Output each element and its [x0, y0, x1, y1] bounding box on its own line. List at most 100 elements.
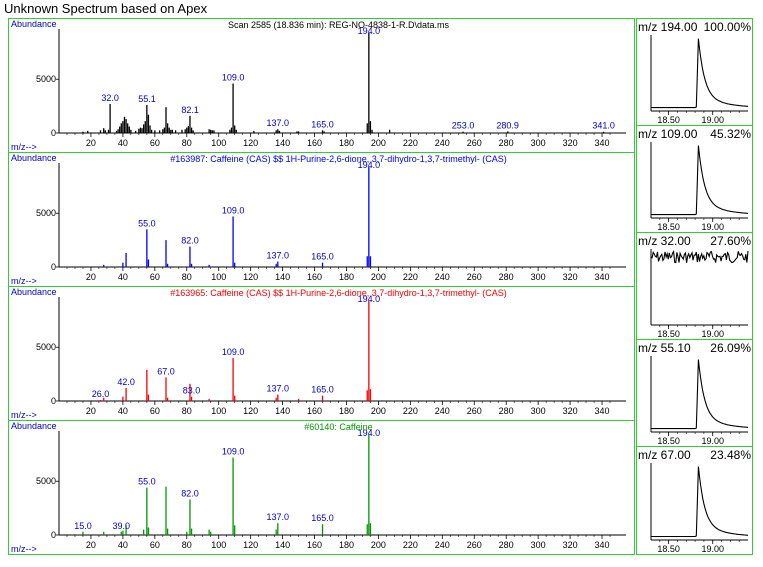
library-hit-3-chart: Abundance m/z--> #60140: Caffeine 20 40 60 80 1… — [11, 421, 626, 554]
x-tick-label: 260 — [467, 138, 482, 148]
peak-label: 165.0 — [311, 119, 334, 129]
x-tick-label: 140 — [275, 138, 290, 148]
ion-chromatogram-109-panel: m/z 109.00 45.32% 18.50 19.00 — [636, 125, 753, 233]
x-tick-label: 180 — [339, 406, 354, 416]
x-tick-label: 100 — [211, 138, 226, 148]
peak-label: 26.0 — [92, 389, 110, 399]
peak-label: 165.0 — [311, 252, 334, 262]
x-tick-label: 300 — [531, 272, 546, 282]
x-tick-label: 140 — [275, 406, 290, 416]
chromatogram-ion-label: m/z 109.00 — [638, 127, 698, 141]
ion-chromatogram-55-chart: m/z 55.10 26.09% 18.50 19.00 — [638, 341, 751, 446]
peak-label: 109.0 — [222, 205, 245, 215]
peak-label: 83.0 — [183, 386, 201, 396]
x-tick-label: 20 — [86, 272, 96, 282]
chromatogram-trace — [651, 466, 749, 538]
x-tick-label: 200 — [371, 406, 386, 416]
x-tick-label: 120 — [243, 138, 258, 148]
x-tick-label: 280 — [499, 406, 514, 416]
spectrum-title: #163965: Caffeine (CAS) $$ 1H-Purine-2,6… — [170, 288, 507, 298]
chromatogram-percent: 23.48% — [710, 448, 751, 462]
y-tick-label: 5000 — [36, 208, 56, 218]
page-title: Unknown Spectrum based on Apex — [4, 1, 208, 16]
x-tick-label: 280 — [499, 138, 514, 148]
ion-chromatogram-109-chart: m/z 109.00 45.32% 18.50 19.00 — [638, 127, 751, 232]
x-tick-label: 160 — [307, 406, 322, 416]
x-tick-label: 180 — [339, 540, 354, 550]
chromatogram-trace — [650, 250, 749, 264]
peak-label: 15.0 — [74, 521, 92, 531]
ion-chromatogram-67-chart: m/z 67.00 23.48% 18.50 19.00 — [638, 448, 751, 554]
y-axis-label: Abundance — [11, 153, 57, 163]
peak-label: 165.0 — [311, 385, 334, 395]
x-tick-label: 340 — [595, 540, 610, 550]
spectrum-title: Scan 2585 (18.836 min): REG-NO-4838-1-R.… — [228, 20, 450, 30]
x-tick-label: 220 — [403, 272, 418, 282]
y-tick-label: 0 — [51, 128, 56, 138]
y-tick-label: 0 — [51, 396, 56, 406]
x-tick-label: 320 — [563, 406, 578, 416]
y-axis-label: Abundance — [11, 287, 57, 297]
ion-chromatogram-32-panel: m/z 32.00 27.60% 18.50 19.00 — [636, 232, 753, 340]
library-hit-1-chart: Abundance m/z--> #163987: Caffeine (CAS) $… — [11, 153, 626, 286]
x-tick-label: 140 — [275, 272, 290, 282]
ion-chromatogram-67-panel: m/z 67.00 23.48% 18.50 19.00 — [636, 446, 753, 555]
x-tick-label: 100 — [211, 540, 226, 550]
chromatogram-tick-label: 18.50 — [657, 544, 680, 554]
chromatogram-tick-label: 19.00 — [701, 544, 724, 554]
chromatogram-percent: 45.32% — [710, 127, 751, 141]
y-tick-label: 0 — [51, 262, 56, 272]
x-tick-label: 320 — [563, 138, 578, 148]
x-tick-label: 20 — [86, 540, 96, 550]
x-tick-label: 120 — [243, 406, 258, 416]
y-tick-label: 5000 — [36, 74, 56, 84]
ion-chromatogram-32-chart: m/z 32.00 27.60% 18.50 19.00 — [638, 234, 751, 339]
x-tick-label: 180 — [339, 138, 354, 148]
peak-label: 109.0 — [222, 447, 245, 457]
peak-label: 55.0 — [138, 218, 156, 228]
x-tick-label: 80 — [182, 540, 192, 550]
x-tick-label: 240 — [435, 406, 450, 416]
peak-label: 194.0 — [358, 428, 381, 438]
peak-label: 194.0 — [358, 160, 381, 170]
x-axis-label: m/z--> — [11, 276, 37, 286]
y-tick-label: 5000 — [36, 342, 56, 352]
chromatogram-tick-label: 18.50 — [657, 436, 680, 446]
x-tick-label: 200 — [371, 138, 386, 148]
x-tick-label: 60 — [150, 540, 160, 550]
peak-label: 67.0 — [157, 366, 175, 376]
x-tick-label: 260 — [467, 272, 482, 282]
x-tick-label: 280 — [499, 272, 514, 282]
library-hit-2-panel: Abundance m/z--> #163965: Caffeine (CAS) $… — [8, 286, 635, 421]
x-axis-label: m/z--> — [11, 544, 37, 554]
x-tick-label: 220 — [403, 138, 418, 148]
chromatogram-trace — [651, 38, 748, 109]
peak-label: 137.0 — [267, 512, 290, 522]
chromatogram-ion-label: m/z 67.00 — [638, 448, 691, 462]
x-axis-label: m/z--> — [11, 142, 37, 152]
peak-label: 82.1 — [181, 105, 199, 115]
chromatogram-tick-label: 18.50 — [657, 222, 680, 232]
chromatogram-ion-label: m/z 55.10 — [638, 341, 691, 355]
peak-label: 137.0 — [267, 118, 290, 128]
x-tick-label: 120 — [243, 540, 258, 550]
y-tick-label: 5000 — [36, 476, 56, 486]
chromatogram-percent: 27.60% — [710, 234, 751, 248]
chromatogram-tick-label: 19.00 — [701, 436, 724, 446]
peak-label: 341.0 — [592, 121, 615, 131]
library-hit-3-panel: Abundance m/z--> #60140: Caffeine 20 40 60 80 1… — [8, 420, 635, 555]
chromatogram-trace — [651, 359, 748, 430]
x-tick-label: 20 — [86, 138, 96, 148]
peak-label: 82.0 — [181, 236, 199, 246]
y-axis-label: Abundance — [11, 19, 57, 29]
x-tick-label: 300 — [531, 138, 546, 148]
sample-spectrum-chart: Abundance m/z--> Scan 2585 (18.836 min): R… — [11, 19, 626, 152]
x-tick-label: 340 — [595, 406, 610, 416]
chromatogram-tick-label: 19.00 — [701, 329, 724, 339]
spectrum-title: #163987: Caffeine (CAS) $$ 1H-Purine-2,6… — [170, 154, 507, 164]
peak-label: 194.0 — [358, 294, 381, 304]
x-tick-label: 60 — [150, 272, 160, 282]
x-tick-label: 200 — [371, 272, 386, 282]
library-hit-1-panel: Abundance m/z--> #163987: Caffeine (CAS) $… — [8, 152, 635, 287]
x-tick-label: 160 — [307, 540, 322, 550]
